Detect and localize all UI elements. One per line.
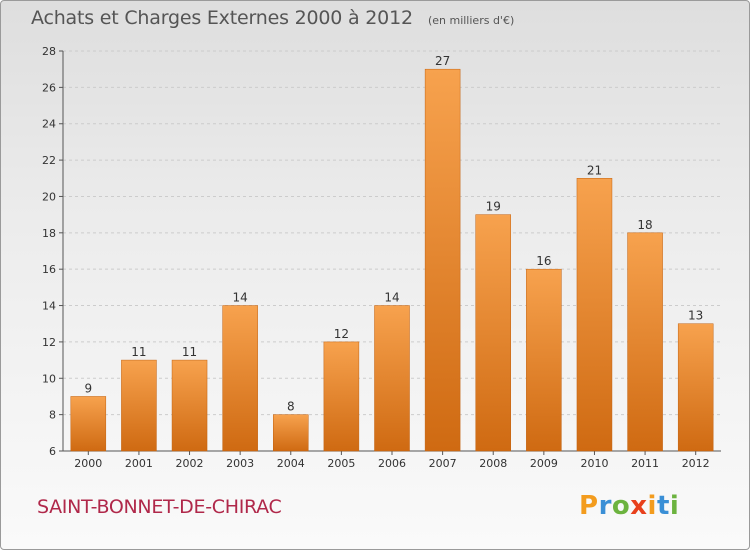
- proxiti-logo[interactable]: Proxiti: [579, 491, 679, 521]
- logo-letter: r: [598, 491, 612, 521]
- y-tick-label: 6: [49, 445, 56, 458]
- bar-value-label: 21: [587, 163, 602, 177]
- y-tick-label: 18: [42, 227, 56, 240]
- bar-2006: [374, 305, 410, 452]
- y-tick-label: 14: [42, 300, 56, 313]
- bar-2012: [677, 323, 714, 452]
- x-tick-label: 2006: [378, 457, 406, 470]
- bar-value-label: 12: [334, 327, 349, 341]
- bar-2000: [70, 396, 107, 452]
- x-tick-label: 2012: [682, 457, 710, 470]
- bar-value-label: 8: [287, 400, 295, 414]
- x-tick-label: 2008: [479, 457, 507, 470]
- x-tick-label: 2001: [125, 457, 153, 470]
- bar-2008: [475, 214, 511, 452]
- y-tick-label: 28: [42, 45, 56, 58]
- y-tick-label: 24: [42, 118, 56, 131]
- x-tick-label: 2007: [429, 457, 457, 470]
- bar-2009: [526, 268, 562, 452]
- x-tick-label: 2009: [530, 457, 558, 470]
- chart-title: Achats et Charges Externes 2000 à 2012: [31, 7, 413, 29]
- bar-value-label: 9: [84, 381, 92, 395]
- labels: 9 2000 11 2001 11 2002 14 2003 8 2004 12 2005 14 2006…: [74, 54, 709, 470]
- logo-letter: P: [579, 491, 599, 521]
- bar-value-label: 27: [435, 54, 450, 68]
- chart-subtitle: (en milliers d'€): [427, 14, 515, 27]
- bar-2004: [273, 414, 309, 452]
- bar-value-label: 11: [182, 345, 197, 359]
- y-tick-label: 12: [42, 336, 56, 349]
- logo-letter: x: [630, 491, 648, 521]
- bar-2011: [627, 232, 663, 452]
- bar-value-label: 19: [486, 200, 501, 214]
- y-tick-label: 10: [42, 372, 56, 385]
- bar-value-label: 18: [637, 218, 652, 232]
- bars: [70, 68, 714, 452]
- chart-header: Achats et Charges Externes 2000 à 2012 (…: [31, 7, 514, 29]
- x-tick-label: 2000: [74, 457, 102, 470]
- bar-value-label: 13: [688, 309, 703, 323]
- x-tick-label: 2005: [327, 457, 355, 470]
- x-tick-label: 2010: [580, 457, 608, 470]
- x-tick-label: 2002: [176, 457, 204, 470]
- y-tick-label: 20: [42, 190, 56, 203]
- logo-letter: i: [647, 491, 657, 521]
- commune-name: SAINT-BONNET-DE-CHIRAC: [37, 496, 282, 518]
- bar-value-label: 14: [384, 291, 399, 305]
- bar-2010: [576, 178, 613, 452]
- bar-2005: [323, 341, 360, 452]
- x-tick-label: 2004: [277, 457, 305, 470]
- bar-value-label: 16: [536, 254, 551, 268]
- logo-letter: t: [656, 491, 670, 521]
- y-tick-label: 8: [49, 409, 56, 422]
- bar-2003: [222, 305, 258, 452]
- bar-value-label: 14: [233, 291, 248, 305]
- logo-letter: i: [669, 491, 680, 521]
- y-tick-label: 16: [42, 263, 56, 276]
- x-tick-label: 2003: [226, 457, 254, 470]
- logo-letter: o: [611, 491, 631, 521]
- bar-2002: [171, 359, 208, 452]
- x-tick-label: 2011: [631, 457, 659, 470]
- bar-value-label: 11: [131, 345, 146, 359]
- bar-2007: [424, 68, 461, 452]
- y-tick-label: 22: [42, 154, 56, 167]
- y-tick-label: 26: [42, 81, 56, 94]
- bar-2001: [121, 359, 157, 452]
